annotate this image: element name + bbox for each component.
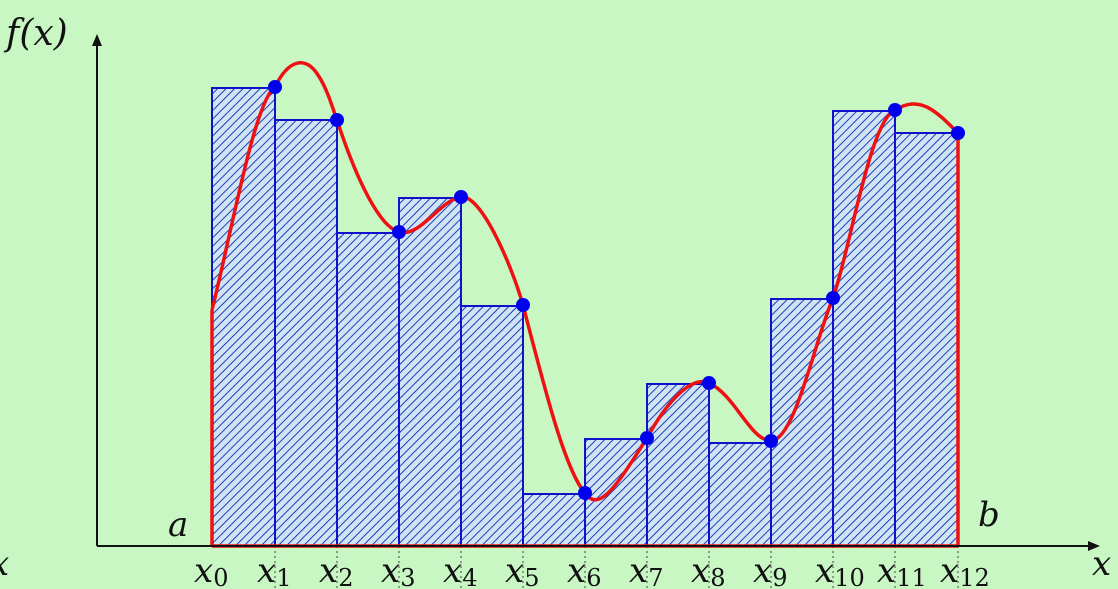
x-tick-label: x0 <box>194 551 228 589</box>
sample-point <box>516 298 530 312</box>
sample-point <box>454 190 468 204</box>
sample-point <box>268 80 282 94</box>
tick-guide-lines <box>274 546 959 589</box>
axes <box>92 34 1100 551</box>
x-tick-label: x6 <box>567 551 601 589</box>
sample-points <box>268 80 965 500</box>
x-tick-label: x8 <box>691 551 725 589</box>
rectangle-bars <box>211 87 959 547</box>
x-tick-labels: x0 x1 x2 x3 x4 x5 x6 x7 x8 x9 x10 x11 x12 <box>194 551 990 589</box>
x-tick-label: x10 <box>815 551 865 589</box>
x-tick-label: x1 <box>257 551 291 589</box>
sample-point <box>826 291 840 305</box>
x-tick-label: x4 <box>443 551 477 589</box>
y-axis-arrow-icon <box>92 34 102 46</box>
sample-point <box>330 113 344 127</box>
y-axis-label: f(x) <box>3 13 68 54</box>
sample-point <box>578 486 592 500</box>
sample-point <box>764 434 778 448</box>
x-tick-label: x7 <box>629 551 663 589</box>
riemann-bar <box>894 132 959 547</box>
x-tick-label: x3 <box>381 551 415 589</box>
riemann-bar <box>398 197 462 547</box>
riemann-bar <box>522 493 586 547</box>
x-axis-arrow-icon <box>1088 541 1100 551</box>
sample-point <box>951 126 965 140</box>
x-axis-label: x <box>1092 544 1111 584</box>
label-b: b <box>978 495 1000 535</box>
sample-point <box>392 225 406 239</box>
riemann-bar <box>770 298 834 547</box>
sample-point <box>640 431 654 445</box>
riemann-bar <box>646 383 710 547</box>
riemann-bar <box>336 232 400 547</box>
x-tick-label: x11 <box>877 551 927 589</box>
riemann-bar <box>708 442 772 547</box>
x-tick-label: x12 <box>940 551 990 589</box>
riemann-bar <box>274 119 338 547</box>
label-a: a <box>168 505 188 545</box>
sample-point <box>888 103 902 117</box>
riemann-bar <box>211 87 276 547</box>
x-tick-label: x5 <box>505 551 539 589</box>
riemann-bar <box>460 305 524 547</box>
x-tick-label: x2 <box>319 551 353 589</box>
x-tick-label: x9 <box>753 551 787 589</box>
sample-point <box>702 376 716 390</box>
x-axis-left-label: x <box>0 544 9 584</box>
